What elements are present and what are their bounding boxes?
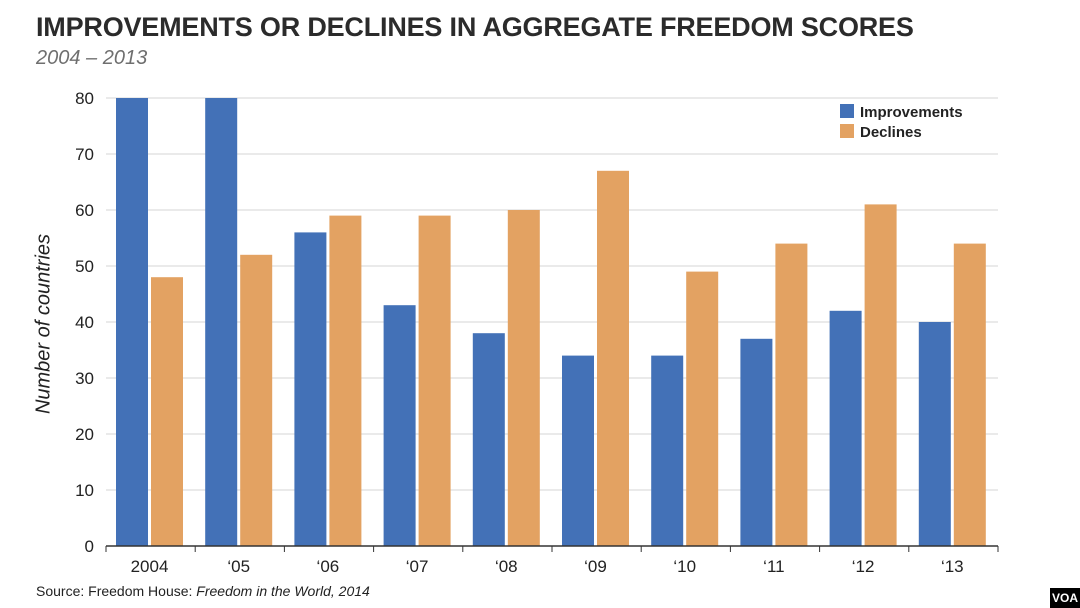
legend-swatch-improvements: [840, 104, 854, 118]
chart-subtitle: 2004 – 2013: [36, 47, 148, 69]
bar-improvements: [562, 355, 594, 546]
bar-improvements: [383, 305, 416, 546]
bar-improvements: [294, 232, 327, 546]
legend-label-improvements: Improvements: [860, 104, 963, 121]
legend-swatch-declines: [840, 124, 854, 138]
bar-declines: [597, 170, 629, 547]
bar-improvements: [472, 333, 505, 546]
y-tick-label: 20: [75, 425, 94, 444]
bar-improvements: [918, 322, 951, 546]
bar-improvements: [116, 98, 148, 546]
x-tick-label: ‘12: [852, 557, 875, 576]
source-prefix: Source: Freedom House:: [36, 583, 197, 599]
voa-logo: VOA: [1050, 588, 1080, 608]
y-tick-label: 10: [75, 481, 94, 500]
source-publication: Freedom in the World, 2014: [196, 583, 370, 599]
x-tick-label: ‘13: [941, 557, 964, 576]
y-tick-label: 60: [75, 201, 94, 220]
chart-title: IMPROVEMENTS OR DECLINES IN AGGREGATE FR…: [36, 12, 914, 42]
x-tick-label: 2004: [131, 557, 169, 576]
x-tick-label: ‘05: [227, 557, 250, 576]
bar-improvements: [205, 98, 238, 546]
x-tick-label: ‘11: [763, 557, 784, 576]
y-tick-label: 40: [75, 313, 94, 332]
bar-declines: [686, 271, 719, 546]
bar-declines: [864, 204, 897, 546]
bar-declines: [507, 210, 540, 546]
x-tick-label: ‘06: [317, 557, 340, 576]
y-tick-label: 50: [75, 257, 94, 276]
legend-label-declines: Declines: [860, 124, 922, 141]
y-tick-label: 70: [75, 145, 94, 164]
bar-declines: [240, 254, 273, 547]
bar-improvements: [651, 355, 684, 546]
bar-improvements: [829, 310, 862, 546]
x-tick-label: ‘07: [406, 557, 429, 576]
bar-declines: [329, 215, 362, 546]
y-tick-label: 0: [85, 537, 94, 556]
bar-declines: [775, 243, 808, 546]
y-tick-label: 30: [75, 369, 94, 388]
x-tick-label: ‘10: [673, 557, 696, 576]
source-note: Source: Freedom House: Freedom in the Wo…: [36, 583, 370, 599]
x-tick-label: ‘08: [495, 557, 518, 576]
y-tick-label: 80: [75, 89, 94, 108]
bar-improvements: [740, 338, 773, 546]
bar-declines: [953, 243, 986, 546]
bar-declines: [151, 277, 183, 546]
bar-declines: [418, 215, 451, 546]
x-tick-label: ‘09: [584, 557, 607, 576]
